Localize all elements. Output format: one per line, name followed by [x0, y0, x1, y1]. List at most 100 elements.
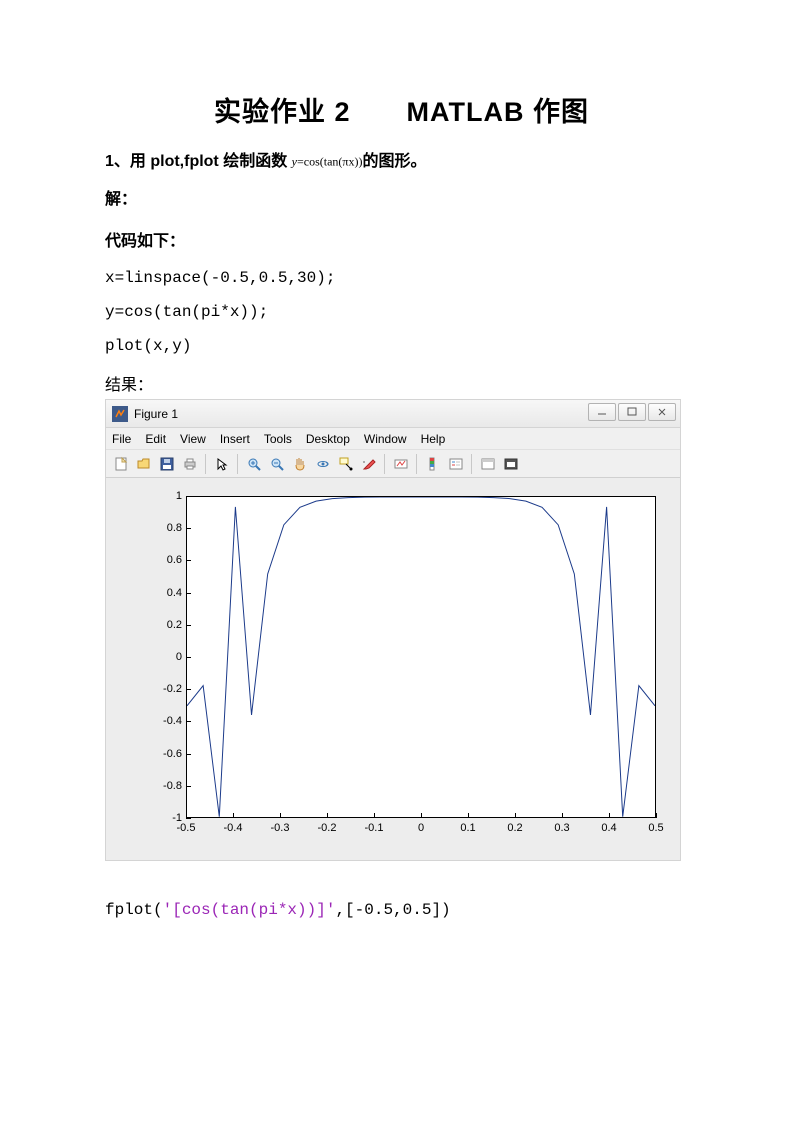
datacursor-icon[interactable] [335, 453, 356, 474]
close-button[interactable] [648, 403, 676, 421]
menu-tools[interactable]: Tools [264, 432, 292, 446]
new-figure-icon[interactable] [110, 453, 131, 474]
maximize-button[interactable] [618, 403, 646, 421]
result-label: 结果： [105, 371, 698, 395]
x-tick-label: -0.4 [224, 822, 243, 834]
menu-view[interactable]: View [180, 432, 206, 446]
x-tick-label: 0.5 [648, 822, 663, 834]
x-tick-label: -0.3 [271, 822, 290, 834]
toolbar-separator [237, 454, 238, 474]
x-tick-mark [562, 813, 563, 818]
menubar: File Edit View Insert Tools Desktop Wind… [106, 428, 680, 450]
y-tick-mark [186, 528, 191, 529]
code-line-2: y=cos(tan(pi*x)); [105, 303, 698, 321]
y-tick-label: -0.4 [142, 715, 182, 727]
question-line: 1、用 plot,fplot 绘制函数 y=cos(tan(πx))的图形。 [105, 147, 698, 171]
x-tick-label: 0.2 [507, 822, 522, 834]
y-tick-mark [186, 721, 191, 722]
y-tick-mark [186, 657, 191, 658]
y-tick-mark [186, 818, 191, 819]
y-tick-label: -0.8 [142, 780, 182, 792]
code4-string: '[cos(tan(pi*x))]' [163, 901, 336, 919]
y-tick-mark [186, 560, 191, 561]
toolbar-separator [205, 454, 206, 474]
colorbar-icon[interactable] [422, 453, 443, 474]
plot-box [186, 496, 656, 818]
y-tick-mark [186, 496, 191, 497]
y-tick-label: 0.8 [142, 522, 182, 534]
toolbar-separator [471, 454, 472, 474]
titlebar: Figure 1 [106, 400, 680, 428]
y-tick-label: 0 [142, 651, 182, 663]
y-tick-mark [186, 689, 191, 690]
brush-icon[interactable] [358, 453, 379, 474]
x-tick-mark [515, 813, 516, 818]
axes: -1-0.8-0.6-0.4-0.200.20.40.60.81-0.5-0.4… [112, 484, 674, 854]
x-tick-label: -0.5 [177, 822, 196, 834]
rotate3d-icon[interactable] [312, 453, 333, 474]
menu-edit[interactable]: Edit [145, 432, 166, 446]
pointer-icon[interactable] [211, 453, 232, 474]
x-tick-mark [327, 813, 328, 818]
code4-post: ,[-0.5,0.5]) [335, 901, 450, 919]
code-line-3: plot(x,y) [105, 337, 698, 355]
x-tick-label: -0.1 [365, 822, 384, 834]
dock-icon[interactable] [500, 453, 521, 474]
matlab-figure-window: Figure 1 File Edit View Insert Tools Des… [105, 399, 681, 861]
menu-insert[interactable]: Insert [220, 432, 250, 446]
hide-tools-icon[interactable] [477, 453, 498, 474]
x-tick-mark [186, 813, 187, 818]
x-tick-mark [656, 813, 657, 818]
toolbar-separator [384, 454, 385, 474]
link-icon[interactable] [390, 453, 411, 474]
legend-icon[interactable] [445, 453, 466, 474]
window-buttons [586, 403, 676, 421]
x-tick-mark [421, 813, 422, 818]
y-tick-label: -0.2 [142, 683, 182, 695]
y-tick-label: 1 [142, 490, 182, 502]
x-tick-mark [374, 813, 375, 818]
toolbar [106, 450, 680, 478]
y-tick-mark [186, 754, 191, 755]
figure-title: Figure 1 [134, 407, 178, 421]
x-tick-label: -0.2 [318, 822, 337, 834]
formula-rest: =cos(tan(πx)) [297, 154, 362, 168]
open-icon[interactable] [133, 453, 154, 474]
y-tick-mark [186, 593, 191, 594]
save-icon[interactable] [156, 453, 177, 474]
solution-label: 解： [105, 185, 698, 209]
pan-icon[interactable] [289, 453, 310, 474]
y-tick-label: 0.6 [142, 554, 182, 566]
x-tick-label: 0.1 [460, 822, 475, 834]
code-line-4: fplot('[cos(tan(pi*x))]',[-0.5,0.5]) [105, 901, 698, 919]
line-plot [187, 497, 655, 817]
y-tick-label: 0.2 [142, 619, 182, 631]
x-tick-label: 0 [418, 822, 424, 834]
question-suffix: 的图形。 [362, 153, 426, 170]
print-icon[interactable] [179, 453, 200, 474]
x-tick-mark [280, 813, 281, 818]
menu-desktop[interactable]: Desktop [306, 432, 350, 446]
toolbar-separator [416, 454, 417, 474]
y-tick-label: 0.4 [142, 587, 182, 599]
x-tick-label: 0.4 [601, 822, 616, 834]
y-tick-mark [186, 625, 191, 626]
zoom-out-icon[interactable] [266, 453, 287, 474]
x-tick-mark [468, 813, 469, 818]
plot-area: -1-0.8-0.6-0.4-0.200.20.40.60.81-0.5-0.4… [106, 478, 680, 860]
code-line-1: x=linspace(-0.5,0.5,30); [105, 269, 698, 287]
zoom-in-icon[interactable] [243, 453, 264, 474]
minimize-button[interactable] [588, 403, 616, 421]
x-tick-label: 0.3 [554, 822, 569, 834]
menu-window[interactable]: Window [364, 432, 407, 446]
question-prefix: 1、用 plot,fplot 绘制函数 [105, 153, 292, 170]
menu-help[interactable]: Help [421, 432, 446, 446]
y-tick-label: -0.6 [142, 748, 182, 760]
menu-file[interactable]: File [112, 432, 131, 446]
matlab-logo-icon [112, 406, 128, 422]
y-tick-mark [186, 786, 191, 787]
code4-pre: fplot( [105, 901, 163, 919]
x-tick-mark [233, 813, 234, 818]
code-label: 代码如下： [105, 227, 698, 251]
page-title: 实验作业 2 MATLAB 作图 [105, 90, 698, 129]
